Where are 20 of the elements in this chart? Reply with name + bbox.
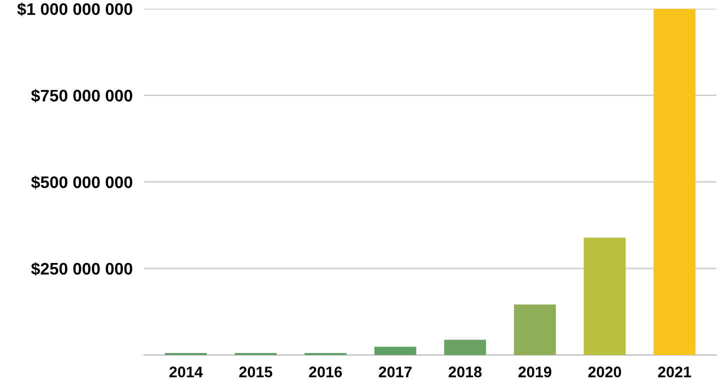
x-tick-label: 2017 xyxy=(378,366,412,378)
x-tick-label: 2016 xyxy=(309,366,342,378)
bar xyxy=(444,340,486,356)
x-tick-label: 2014 xyxy=(169,366,203,378)
x-tick-label: 2015 xyxy=(239,366,272,378)
y-tick-label: $1 000 000 000 xyxy=(17,2,132,16)
x-tick-label: 2018 xyxy=(448,366,482,378)
bar xyxy=(234,352,277,356)
bar xyxy=(584,238,626,356)
bar xyxy=(514,304,556,356)
bar xyxy=(374,346,416,356)
y-tick-label: $500 000 000 xyxy=(31,176,132,190)
y-tick-label: $750 000 000 xyxy=(31,89,132,103)
x-tick-label: 2021 xyxy=(658,366,692,378)
bar xyxy=(654,8,696,356)
x-tick-label: 2019 xyxy=(518,366,552,378)
bar xyxy=(164,352,207,356)
x-tick-label: 2020 xyxy=(588,366,622,378)
bar xyxy=(304,352,346,356)
y-tick-label: $250 000 000 xyxy=(31,262,132,276)
